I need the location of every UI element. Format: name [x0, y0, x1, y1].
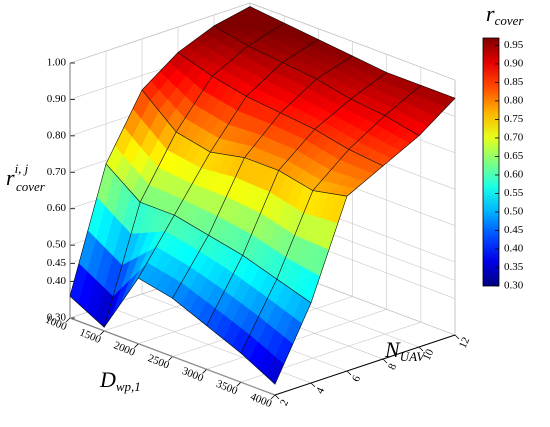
- z-tick-label: 0.40: [47, 275, 67, 287]
- x-title-sub: wp,1: [116, 379, 141, 394]
- colorbar-tick-label: 0.50: [504, 206, 524, 218]
- z-axis-title: ri, j cover: [6, 161, 46, 194]
- x-axis-title: Dwp,1: [99, 367, 141, 394]
- colorbar-tick-label: 0.80: [504, 94, 524, 106]
- colorbar-tick-label: 0.60: [504, 168, 524, 180]
- annotations: Dwp,1 NUAV ri, j cover rcover: [6, 1, 524, 394]
- colorbar-tick-label: 0.40: [504, 243, 524, 255]
- z-tick-label: 0.90: [47, 93, 67, 105]
- colorbar-tick-label: 0.70: [504, 131, 524, 143]
- z-tick-label: 0.30: [47, 312, 67, 324]
- colorbar-tick-label: 0.85: [504, 76, 524, 88]
- grid-line: [69, 2, 251, 64]
- surface: [69, 6, 456, 385]
- y-tick-label: 10: [421, 347, 437, 362]
- y-tick: [454, 334, 460, 340]
- grid-line: [69, 317, 276, 396]
- z-tick-label: 0.45: [47, 257, 67, 269]
- z-title-sup: i, j: [15, 161, 29, 176]
- cb-title-main: r: [486, 1, 495, 26]
- x-tick: [168, 356, 173, 361]
- colorbar-tick-label: 0.65: [504, 150, 524, 162]
- x-tick: [236, 381, 242, 387]
- y-tick-label: 12: [457, 335, 473, 350]
- colorbar: 0.30 0.35 0.40 0.45 0.50 0.55 0.60 0.65 0.70 0.75…: [482, 37, 524, 292]
- y-title-main: N: [384, 337, 401, 362]
- y-tick: [346, 370, 352, 376]
- x-tick-label: 1500: [78, 327, 103, 347]
- z-tick-label: 0.70: [47, 166, 67, 178]
- mesh-cell: [240, 278, 312, 385]
- y-axis-title: NUAV: [384, 337, 426, 364]
- cb-title-sub: cover: [495, 13, 525, 28]
- y-axis: [274, 334, 456, 396]
- colorbar-tick-label: 0.55: [504, 187, 524, 199]
- x-tick-label: 4000: [249, 391, 274, 411]
- x-tick: [270, 394, 276, 400]
- colorbar-tick-label: 0.35: [504, 261, 524, 273]
- colorbar-tick-label: 0.75: [504, 113, 524, 125]
- y-tick-label: 6: [350, 373, 363, 384]
- y-title-sub: UAV: [400, 349, 427, 364]
- colorbar-tick-label: 0.45: [504, 224, 524, 236]
- y-tick: [274, 394, 280, 400]
- colorbar-tick-label: 0.90: [504, 57, 524, 69]
- x-tick: [134, 343, 139, 348]
- x-title-main: D: [99, 367, 116, 392]
- colorbar-tick-label: 0.95: [504, 39, 524, 51]
- y-tick-label: 2: [278, 398, 291, 408]
- y-tick-label: 4: [314, 385, 327, 396]
- z-title-main: r: [6, 165, 15, 190]
- x-tick-label: 3000: [180, 365, 205, 385]
- x-tick: [99, 330, 105, 336]
- y-tick: [418, 346, 424, 352]
- colorbar-bar: [482, 37, 500, 287]
- x-tick-label: 2000: [112, 339, 137, 359]
- y-tick: [310, 382, 316, 388]
- z-tick-label: 0.60: [47, 202, 67, 214]
- colorbar-title: rcover: [486, 1, 524, 28]
- z-tick-label: 1.00: [47, 57, 67, 69]
- x-tick: [202, 369, 207, 374]
- grid-line: [206, 309, 387, 370]
- y-tick: [382, 358, 388, 364]
- z-tick-label: 0.80: [47, 129, 67, 141]
- x-tick-label: 3500: [214, 378, 239, 398]
- z-tick-label: 0.50: [47, 239, 67, 251]
- x-tick: [65, 317, 71, 323]
- x-tick-label: 2500: [146, 352, 171, 372]
- colorbar-tick-label: 0.30: [504, 280, 524, 292]
- y-tick-label: 8: [386, 361, 399, 372]
- z-title-sub: cover: [16, 179, 46, 194]
